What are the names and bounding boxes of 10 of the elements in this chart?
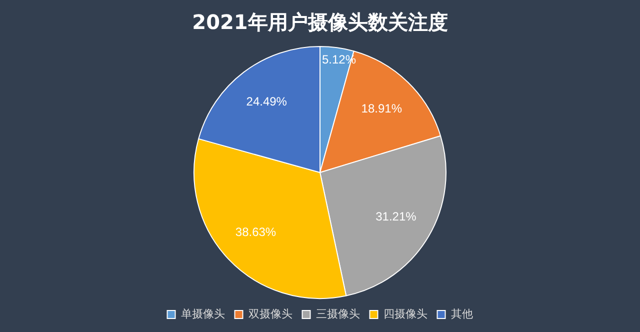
data-label: 31.21% bbox=[376, 210, 417, 224]
legend-label: 单摄像头 bbox=[180, 307, 225, 320]
data-label: 24.49% bbox=[246, 94, 288, 109]
legend-label: 四摄像头 bbox=[383, 307, 428, 320]
legend-label: 其他 bbox=[450, 307, 473, 320]
chart-title: 2021年用户摄像头数关注度 bbox=[192, 10, 448, 34]
data-label: 38.63% bbox=[235, 225, 276, 240]
data-label: 18.91% bbox=[361, 102, 402, 116]
legend-label: 双摄像头 bbox=[248, 307, 292, 320]
legend-label: 三摄像头 bbox=[316, 307, 360, 320]
